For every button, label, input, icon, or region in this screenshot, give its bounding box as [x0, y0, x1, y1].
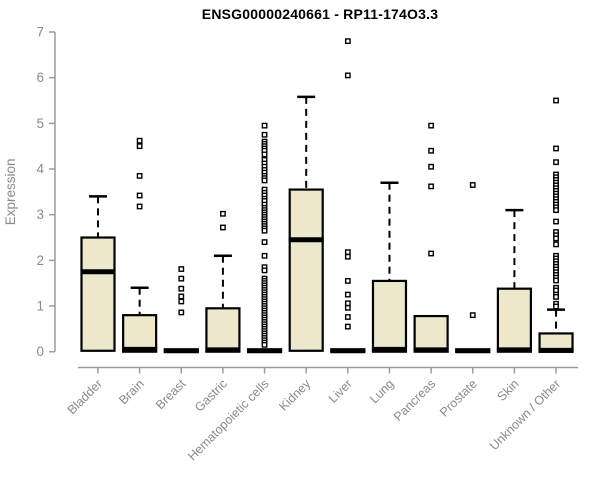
- outlier-point: [553, 145, 559, 152]
- outlier-point: [428, 147, 435, 154]
- y-tick-label: 7: [36, 25, 44, 40]
- y-axis-title: Expression: [3, 158, 18, 225]
- iqr-box: [288, 188, 324, 352]
- box-brain: [122, 137, 158, 353]
- outlier-point: [136, 137, 143, 144]
- box-gastric: [205, 210, 241, 353]
- y-tick-label: 4: [36, 162, 44, 177]
- outlier-point: [344, 291, 351, 298]
- box-prostate: [455, 182, 491, 354]
- outlier-point: [553, 159, 559, 166]
- x-tick-label: Breast: [153, 376, 189, 412]
- outlier-point: [428, 250, 435, 257]
- outlier-point: [220, 224, 226, 231]
- outlier-point: [344, 278, 351, 284]
- outlier-point: [344, 253, 351, 260]
- box-kidney: [288, 95, 324, 352]
- iqr-box: [371, 279, 408, 353]
- outlier-point: [178, 275, 185, 282]
- x-tick-label: Brain: [116, 377, 147, 408]
- y-tick-label: 1: [36, 299, 44, 314]
- outlier-point: [261, 252, 268, 259]
- outlier-point: [178, 293, 185, 300]
- y-tick-label: 5: [36, 116, 44, 131]
- iqr-box: [80, 236, 116, 352]
- y-tick-label: 6: [36, 70, 44, 85]
- outlier-point: [261, 131, 268, 138]
- box-liver: [330, 38, 366, 354]
- x-tick-label: Skin: [494, 377, 521, 404]
- outlier-point: [261, 227, 268, 234]
- outlier-point: [178, 309, 185, 316]
- chart-title: ENSG00000240661 - RP11-174O3.3: [201, 6, 439, 22]
- outlier-point: [553, 97, 559, 104]
- box-breast: [163, 266, 199, 354]
- iqr-box: [496, 287, 532, 353]
- y-tick-label: 3: [36, 207, 44, 222]
- outlier-point: [553, 303, 559, 310]
- outlier-point: [469, 182, 476, 188]
- outlier-point: [344, 314, 351, 320]
- outlier-point: [428, 163, 435, 170]
- outlier-point: [553, 207, 559, 214]
- outlier-point: [261, 177, 268, 184]
- outlier-point: [553, 218, 559, 225]
- outlier-point: [344, 72, 351, 79]
- outlier-point: [178, 266, 185, 272]
- y-tick-label: 2: [36, 253, 44, 268]
- outlier-point: [553, 277, 559, 284]
- x-tick-label: Prostate: [437, 377, 480, 420]
- box-bladder: [80, 195, 116, 352]
- outlier-point: [178, 285, 185, 292]
- y-axis: 0 1 2 3 4 5 6 7 Expression: [3, 25, 56, 359]
- outlier-point: [344, 304, 351, 311]
- box-skin: [496, 208, 532, 353]
- outlier-point: [261, 239, 268, 245]
- x-tick-label: Bladder: [65, 377, 105, 417]
- outlier-point: [344, 300, 351, 307]
- box-hematopoietic-cells: [246, 122, 283, 354]
- outlier-point: [553, 293, 559, 300]
- outlier-point: [136, 143, 143, 150]
- x-tick-label: Kidney: [276, 376, 313, 413]
- outlier-point: [261, 267, 268, 274]
- outlier-point: [220, 210, 226, 217]
- iqr-box: [413, 314, 449, 353]
- outlier-point: [136, 172, 143, 179]
- outlier-point: [136, 192, 143, 199]
- iqr-box: [122, 314, 158, 353]
- x-tick-label: Unknown / Other: [487, 377, 563, 453]
- outlier-point: [428, 183, 435, 190]
- box-pancreas: [413, 122, 449, 353]
- outlier-point: [344, 38, 351, 45]
- outlier-point: [261, 341, 268, 348]
- outlier-point: [469, 312, 476, 319]
- x-tick-label: Gastric: [192, 377, 230, 415]
- outlier-point: [178, 298, 185, 305]
- outlier-point: [261, 122, 268, 129]
- box-lung: [371, 181, 408, 353]
- outlier-point: [428, 122, 435, 129]
- outlier-point: [344, 249, 351, 256]
- x-tick-label: Hematopoietic cells: [185, 377, 272, 464]
- x-tick-label: Lung: [367, 377, 397, 407]
- outlier-point: [261, 151, 268, 158]
- y-tick-label: 0: [36, 344, 44, 359]
- outlier-point: [344, 323, 351, 330]
- outlier-point: [553, 235, 559, 242]
- x-tick-label: Pancreas: [391, 377, 438, 424]
- iqr-box: [205, 307, 241, 353]
- x-tick-label: Liver: [326, 377, 355, 406]
- box-unknown-other: [538, 97, 574, 353]
- outlier-point: [553, 241, 559, 248]
- outlier-point: [136, 203, 143, 210]
